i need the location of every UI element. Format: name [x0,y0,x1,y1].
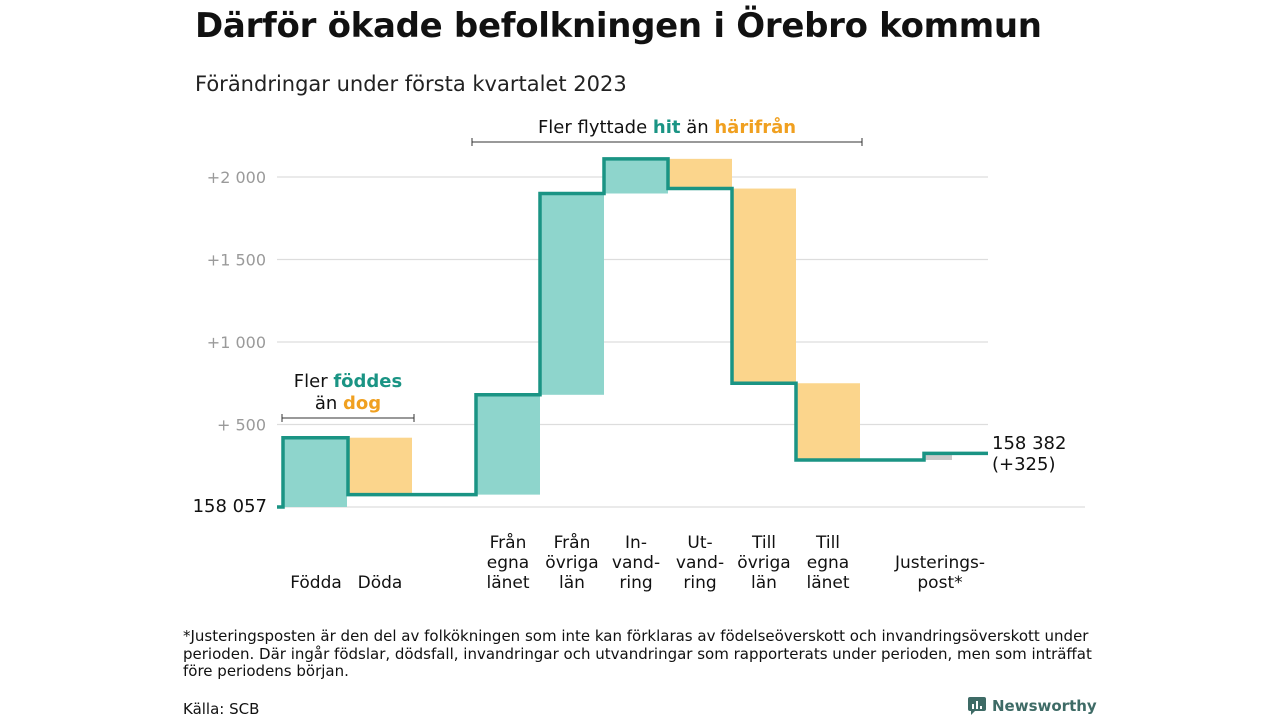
x-category-label: Till [815,533,840,553]
x-category-label: Ut- [687,533,712,553]
x-category-label: In- [625,533,647,553]
x-category-label: Från [554,532,591,553]
bar-outflow [732,188,796,384]
annotation-births-line1: Fler föddes [294,371,402,392]
footnote: *Justeringsposten är den del av folkökni… [183,627,1092,680]
annotation-text-part: hit [653,117,681,138]
annotation-text-part: Fler [294,371,334,392]
x-category-label: post* [917,573,962,593]
end-value-label: 158 382 [992,433,1066,454]
bar-inflow [604,158,668,194]
source-label: Källa: SCB [183,700,260,718]
baseline-value-label: 158 057 [193,496,267,517]
bar-outflow [796,383,860,460]
annotation-text-part: föddes [333,371,402,392]
x-category-label: Till [751,533,776,553]
x-category-label: Från [490,532,527,553]
x-category-label: Födda [290,573,342,593]
bar-inflow [476,394,540,495]
annotation-migration: Fler flyttade hit än härifrån [538,116,796,138]
annotation-text-part: än [315,393,343,414]
bar-inflow [283,437,347,507]
x-category-label: övriga [737,553,790,573]
x-category-label: vand- [612,553,660,573]
brand-name: Newsworthy [992,697,1097,715]
x-category-label: egna [807,553,849,573]
y-tick-label: +1 000 [207,333,266,352]
chart-subtitle: Förändringar under första kvartalet 2023 [195,72,627,96]
x-category-label: övriga [545,553,598,573]
x-category-label: länet [806,573,849,593]
annotation-text-part: än [680,117,714,138]
x-category-label: Justerings- [894,553,985,573]
cumulative-step-line [277,157,988,509]
y-tick-label: +1 500 [207,251,266,270]
bar-inflow [540,193,604,395]
annotation-text-part: Fler flyttade [538,117,653,138]
x-category-label: ring [683,573,716,593]
chart-title: Därför ökade befolkningen i Örebro kommu… [195,6,1042,46]
brand-logo: Newsworthy [968,697,1097,715]
y-tick-label: + 500 [217,416,266,435]
newsworthy-logo-icon [968,697,986,715]
end-change-label: (+325) [992,454,1055,475]
x-category-label: län [751,573,777,593]
y-tick-label: +2 000 [207,168,266,187]
annotation-text-part: härifrån [714,116,796,138]
x-category-label: egna [487,553,529,573]
bar-adjustment [924,453,952,460]
x-category-label: länet [486,573,529,593]
x-category-label: vand- [676,553,724,573]
x-category-label: län [559,573,585,593]
x-category-label: Döda [358,573,403,593]
annotation-births-line2: än dog [315,393,381,414]
bar-outflow [348,437,412,495]
bar-outflow [668,158,732,189]
x-category-label: ring [619,573,652,593]
annotation-text-part: dog [343,393,381,414]
